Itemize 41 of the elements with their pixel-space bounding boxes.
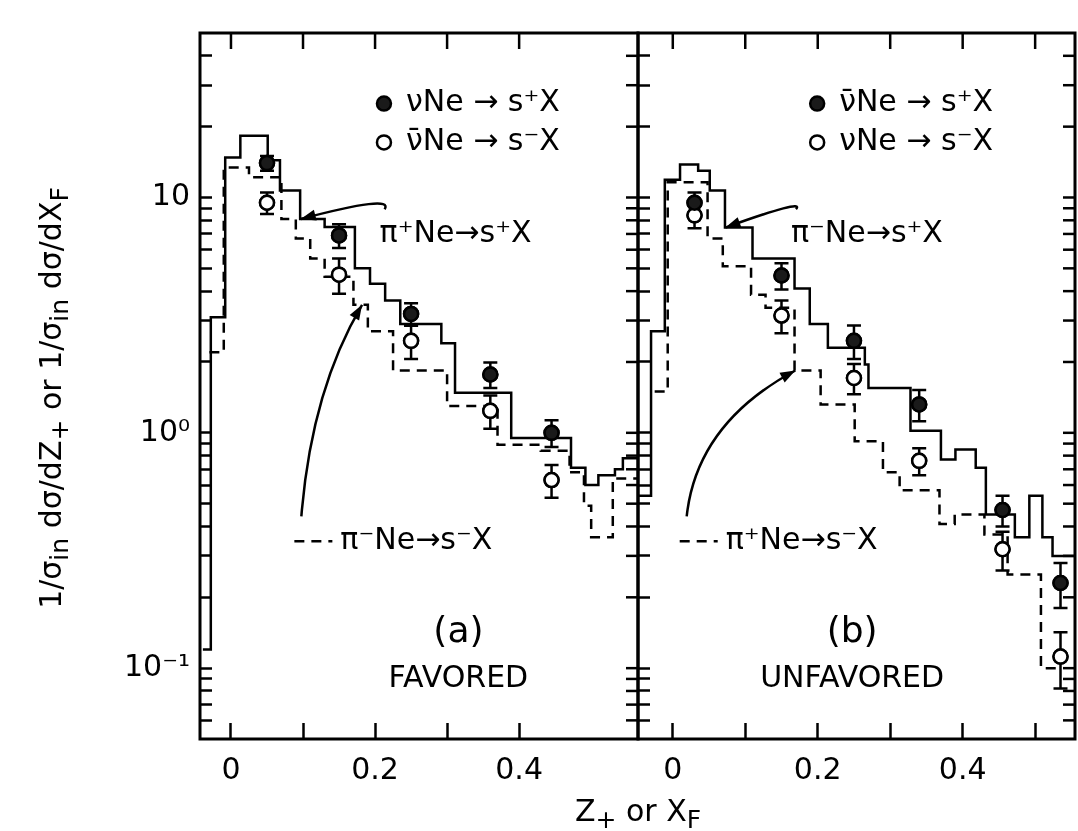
point	[845, 369, 863, 387]
point	[330, 227, 348, 244]
text: (b)	[826, 609, 878, 651]
point	[402, 305, 420, 323]
legend-label: π⁻Ne→s⁻X	[340, 521, 493, 557]
point	[1052, 574, 1069, 592]
point	[773, 307, 790, 324]
y-tick-label: 10	[151, 177, 190, 213]
point	[258, 194, 276, 211]
point	[330, 266, 348, 283]
point	[994, 541, 1011, 558]
point	[482, 402, 499, 420]
point	[482, 366, 499, 383]
point	[910, 396, 928, 413]
x-axis-title: Z$_{+}$ or X$_{F}$	[574, 793, 702, 831]
point	[543, 471, 560, 489]
x-tick-label: 0.4	[495, 750, 543, 786]
legend-label: νNe → s⁺X	[405, 83, 560, 119]
x-tick-label: 0.2	[793, 750, 842, 786]
x-tick-label: 0.2	[351, 750, 399, 786]
point	[543, 424, 560, 442]
legend-label: ν̄Ne → s⁺X	[839, 83, 994, 119]
point	[686, 194, 703, 211]
y-tick-label: 10⁻¹	[123, 647, 190, 683]
point	[773, 267, 790, 284]
point	[910, 452, 928, 470]
text: FAVORED	[388, 658, 529, 694]
text: UNFAVORED	[760, 658, 945, 694]
point	[402, 332, 420, 350]
x-tick-label: 0.4	[938, 750, 987, 786]
x-tick-label: 0	[663, 750, 683, 786]
legend-label: ν̄Ne → s⁻X	[405, 122, 560, 158]
legend-label: π⁺Ne→s⁺X	[379, 214, 532, 250]
y-tick-label: 10⁰	[139, 412, 190, 448]
point	[994, 501, 1011, 519]
legend-label: π⁻Ne→s⁺X	[790, 214, 943, 250]
text: (a)	[433, 609, 484, 651]
x-tick-label: 0	[221, 750, 241, 786]
legend-label: π⁺Ne→s⁻X	[725, 521, 878, 557]
legend-label: νNe → s⁻X	[839, 122, 994, 158]
point	[1052, 648, 1069, 665]
